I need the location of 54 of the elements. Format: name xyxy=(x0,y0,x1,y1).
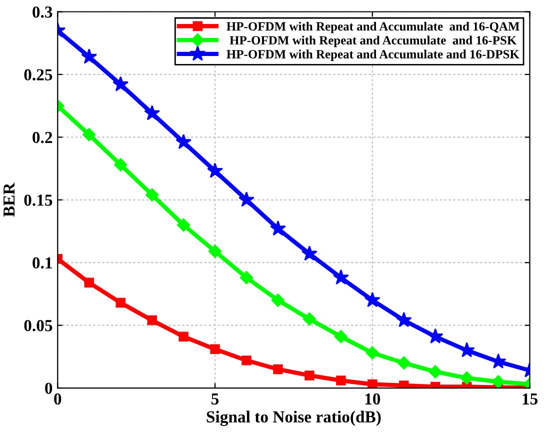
point xyxy=(144,105,160,120)
point xyxy=(428,365,442,378)
point xyxy=(116,298,126,308)
x-tick-label: 15 xyxy=(522,393,538,405)
y-tick-label: 0.2 xyxy=(32,132,52,144)
y-tick-label: 0.05 xyxy=(24,320,52,332)
point xyxy=(458,342,475,358)
point xyxy=(302,312,316,326)
y-tick-label: 0.15 xyxy=(24,194,52,206)
point xyxy=(336,376,346,386)
point xyxy=(240,271,254,284)
point xyxy=(210,344,220,354)
y-tick-label: 0.25 xyxy=(24,69,52,80)
legend-label: HP-OFDM with Repeat and Accumulate and 16-QAM xyxy=(226,22,520,34)
point xyxy=(207,162,223,178)
point xyxy=(84,278,94,288)
x-axis-title: Signal to Noise ratio(dB) xyxy=(206,410,381,426)
x-tick-label: 10 xyxy=(365,393,380,405)
point xyxy=(145,188,159,202)
point xyxy=(82,128,96,142)
point xyxy=(176,134,192,150)
point xyxy=(147,315,157,326)
point xyxy=(368,379,378,388)
y-axis-title: BER xyxy=(4,182,15,217)
point xyxy=(176,218,190,232)
point xyxy=(301,245,318,261)
point xyxy=(208,244,222,258)
point xyxy=(273,364,283,374)
y-tick-label: 0 xyxy=(45,382,52,394)
point xyxy=(81,48,98,64)
point xyxy=(178,332,188,342)
point xyxy=(112,76,129,92)
point xyxy=(332,269,349,285)
point xyxy=(366,346,379,360)
point xyxy=(334,330,348,344)
x-tick-label: 5 xyxy=(212,394,219,405)
point xyxy=(242,356,252,366)
point xyxy=(270,220,286,236)
point xyxy=(460,371,474,385)
point xyxy=(492,375,505,388)
point xyxy=(238,192,254,207)
point xyxy=(396,312,412,328)
legend-label: HP-OFDM with Repeat and Accumulate and 16-PSK xyxy=(230,36,517,48)
y-tick-label: 0.3 xyxy=(32,6,52,18)
legend-label: HP-OFDM with Repeat and Accumulate and 16-DPSK xyxy=(226,50,520,61)
point xyxy=(427,328,444,344)
point xyxy=(304,370,314,380)
y-tick-label: 0.1 xyxy=(32,257,52,269)
x-tick-label: 0 xyxy=(54,393,62,405)
point xyxy=(397,356,410,370)
point xyxy=(364,292,380,308)
point xyxy=(114,158,128,172)
point xyxy=(271,294,285,307)
point xyxy=(399,380,409,388)
